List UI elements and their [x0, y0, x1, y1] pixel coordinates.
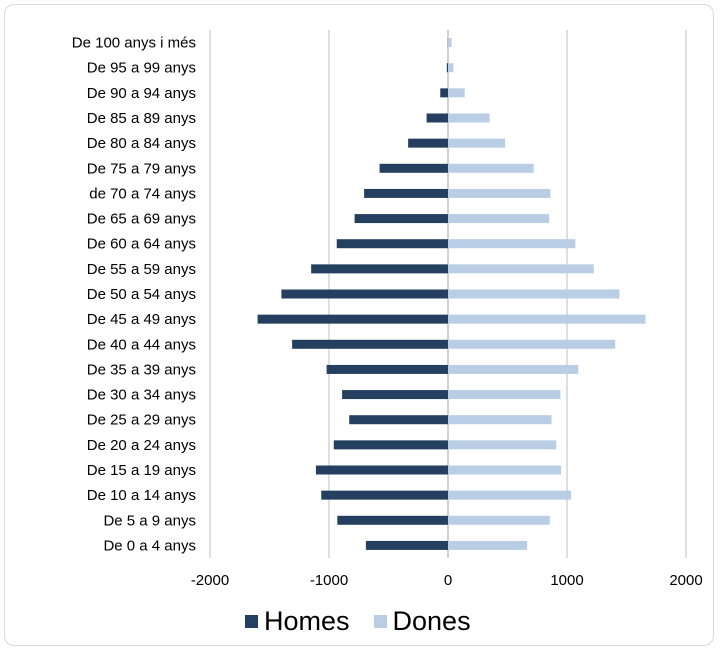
bar-homes-17 — [315, 465, 448, 475]
bar-dones-1 — [448, 63, 454, 73]
category-label: De 15 a 19 anys — [87, 462, 196, 479]
bar-homes-3 — [426, 113, 448, 123]
x-tick-label: -2000 — [191, 572, 229, 589]
category-label: De 0 a 4 anys — [103, 537, 196, 554]
bar-dones-17 — [448, 465, 562, 475]
x-tick-label: -1000 — [310, 572, 348, 589]
bar-dones-8 — [448, 239, 576, 249]
x-tick-label: 0 — [444, 572, 452, 589]
legend-swatch-dones — [373, 614, 387, 628]
bar-dones-10 — [448, 289, 620, 299]
bar-homes-6 — [364, 188, 448, 198]
bar-homes-16 — [333, 440, 448, 450]
bar-dones-6 — [448, 188, 551, 198]
bar-dones-0 — [448, 38, 452, 48]
bar-homes-1 — [446, 63, 448, 73]
bar-homes-19 — [337, 515, 448, 525]
category-label: De 100 anys i més — [72, 35, 196, 52]
bar-dones-9 — [448, 264, 594, 274]
bar-dones-16 — [448, 440, 557, 450]
category-label: De 25 a 29 anys — [87, 412, 196, 429]
bar-homes-5 — [379, 163, 448, 173]
bar-dones-13 — [448, 364, 579, 374]
category-label: De 5 a 9 anys — [103, 512, 196, 529]
bar-dones-2 — [448, 88, 465, 98]
bar-dones-5 — [448, 163, 534, 173]
bar-dones-3 — [448, 113, 490, 123]
bar-homes-20 — [365, 540, 448, 550]
chart-frame — [4, 4, 714, 646]
bar-dones-12 — [448, 339, 616, 349]
bar-homes-2 — [440, 88, 448, 98]
bar-dones-18 — [448, 490, 572, 500]
bars — [257, 38, 646, 550]
bar-homes-11 — [257, 314, 448, 324]
bar-homes-8 — [336, 239, 448, 249]
category-label: De 95 a 99 anys — [87, 60, 196, 77]
bar-homes-14 — [342, 390, 448, 400]
category-label: De 45 a 49 anys — [87, 311, 196, 328]
category-label: De 85 a 89 anys — [87, 110, 196, 127]
category-label: De 50 a 54 anys — [87, 286, 196, 303]
legend: Homes Dones — [245, 604, 471, 638]
bar-homes-10 — [281, 289, 448, 299]
bar-homes-13 — [326, 364, 448, 374]
bar-dones-7 — [448, 214, 550, 224]
category-label: De 80 a 84 anys — [87, 135, 196, 152]
bar-dones-11 — [448, 314, 646, 324]
x-tick-labels: -2000 -1000 0 1000 2000 — [191, 572, 703, 589]
bar-dones-14 — [448, 390, 561, 400]
category-labels: De 100 anys i més De 95 a 99 anys De 90 a … — [72, 35, 196, 555]
category-label: De 10 a 14 anys — [87, 487, 196, 504]
category-label: De 20 a 24 anys — [87, 437, 196, 454]
legend-swatch-homes — [245, 614, 258, 628]
legend-label-homes: Homes — [264, 605, 350, 636]
category-label: De 30 a 34 anys — [87, 387, 196, 404]
category-label: De 55 a 59 anys — [87, 261, 196, 278]
legend-label-dones: Dones — [392, 605, 471, 636]
bar-homes-15 — [349, 415, 448, 425]
x-tick-label: 1000 — [550, 572, 583, 589]
bar-dones-19 — [448, 515, 550, 525]
category-label: de 70 a 74 anys — [89, 185, 196, 202]
category-label: De 65 a 69 anys — [87, 211, 196, 228]
x-tick-label: 2000 — [669, 572, 702, 589]
category-label: De 40 a 44 anys — [87, 336, 196, 353]
bar-dones-20 — [448, 540, 528, 550]
category-label: De 60 a 64 anys — [87, 236, 196, 253]
bar-homes-7 — [354, 214, 448, 224]
bar-homes-18 — [321, 490, 448, 500]
category-label: De 75 a 79 anys — [87, 160, 196, 177]
category-label: De 35 a 39 anys — [87, 361, 196, 378]
legend-item-homes: Homes — [245, 606, 350, 637]
bar-homes-12 — [292, 339, 448, 349]
bar-homes-4 — [408, 138, 448, 148]
category-label: De 90 a 94 anys — [87, 85, 196, 102]
bar-homes-9 — [311, 264, 448, 274]
bar-dones-15 — [448, 415, 552, 425]
bar-dones-4 — [448, 138, 506, 148]
legend-item-dones: Dones — [373, 605, 471, 637]
